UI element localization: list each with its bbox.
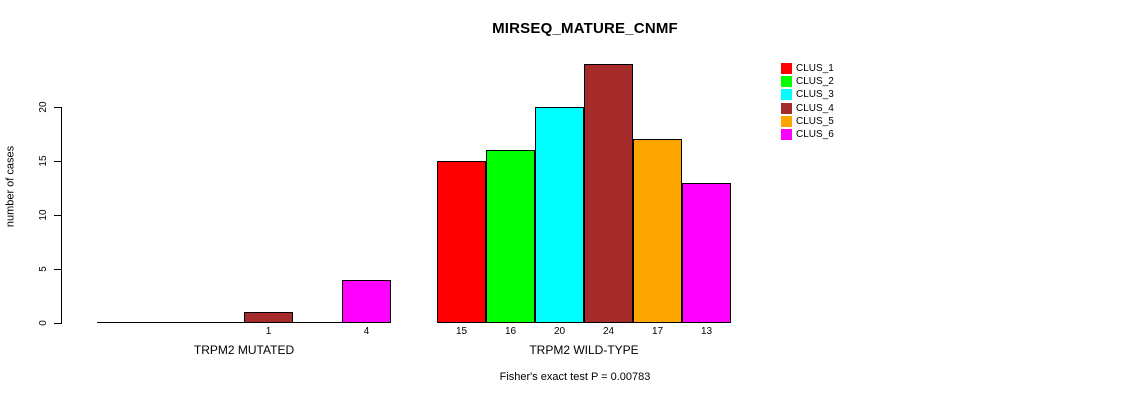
legend-label: CLUS_1 <box>796 63 834 75</box>
y-tick <box>54 215 61 216</box>
legend-entry: CLUS_1 <box>781 62 834 75</box>
legend-swatch-icon <box>781 129 792 141</box>
legend-entry: CLUS_5 <box>781 115 834 128</box>
legend-swatch-icon <box>781 63 792 75</box>
bar <box>584 64 633 323</box>
bar <box>342 280 391 323</box>
bar-value-label: 13 <box>700 326 713 337</box>
legend-entry: CLUS_6 <box>781 128 834 141</box>
legend-label: CLUS_3 <box>796 89 834 101</box>
y-tick-label: 20 <box>38 101 49 113</box>
bar-zero <box>97 322 146 323</box>
bar-zero <box>293 322 342 323</box>
y-tick-label: 0 <box>38 320 49 326</box>
y-axis-line <box>61 107 62 324</box>
bar <box>244 312 293 323</box>
y-tick <box>54 323 61 324</box>
legend-swatch-icon <box>781 89 792 101</box>
bar-value-label: 1 <box>265 326 272 337</box>
stat-note: Fisher's exact test P = 0.00783 <box>499 371 651 383</box>
y-tick-label: 15 <box>38 155 49 167</box>
legend-entry: CLUS_2 <box>781 75 834 88</box>
bar-value-label: 17 <box>651 326 664 337</box>
bar-value-label: 16 <box>504 326 517 337</box>
legend-swatch-icon <box>781 76 792 88</box>
y-tick-label: 10 <box>38 209 49 221</box>
legend-swatch-icon <box>781 102 792 114</box>
y-tick-label: 5 <box>38 266 49 272</box>
legend-entry: CLUS_3 <box>781 88 834 101</box>
legend-label: CLUS_6 <box>796 129 834 141</box>
chart-title: MIRSEQ_MATURE_CNMF <box>492 20 678 37</box>
group-label-wildtype: TRPM2 WILD-TYPE <box>529 343 639 357</box>
y-axis-title: number of cases <box>4 145 17 228</box>
y-tick <box>54 161 61 162</box>
bar <box>633 139 682 323</box>
legend-label: CLUS_4 <box>796 102 834 114</box>
bar-value-label: 20 <box>553 326 566 337</box>
bar-value-label: 4 <box>363 326 370 337</box>
bar-value-label: 15 <box>455 326 468 337</box>
legend-label: CLUS_2 <box>796 76 834 88</box>
y-tick <box>54 269 61 270</box>
legend: CLUS_1 CLUS_2 CLUS_3 CLUS_4 CLUS_5 CLUS_6 <box>781 62 834 141</box>
legend-entry: CLUS_4 <box>781 102 834 115</box>
bar <box>682 183 731 323</box>
bar <box>535 107 584 323</box>
group-label-mutated: TRPM2 MUTATED <box>193 343 295 357</box>
legend-swatch-icon <box>781 115 792 127</box>
bar-value-label: 24 <box>602 326 615 337</box>
bar <box>437 161 486 323</box>
bar <box>486 150 535 323</box>
y-tick <box>54 107 61 108</box>
legend-label: CLUS_5 <box>796 115 834 127</box>
bar-zero <box>146 322 195 323</box>
bar-zero <box>195 322 244 323</box>
